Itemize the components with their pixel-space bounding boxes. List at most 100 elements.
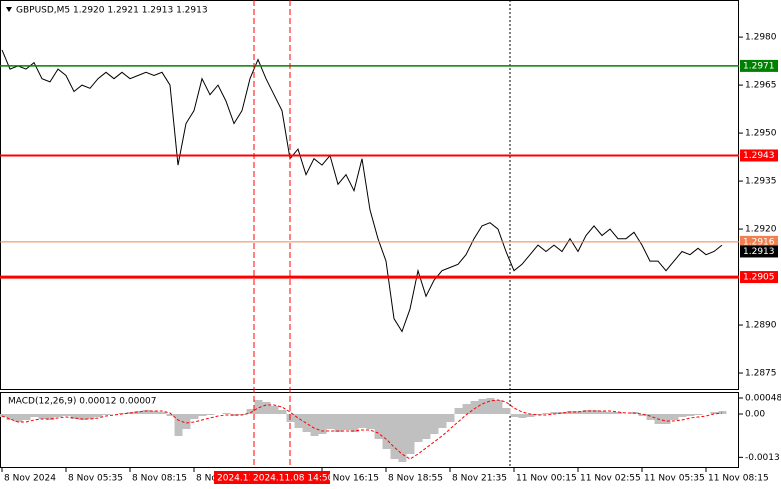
macd-bar: [350, 414, 359, 432]
macd-bar: [646, 414, 655, 420]
price-line: [1, 49, 723, 333]
signal-line: [1, 399, 723, 460]
macd-bar: [446, 414, 455, 422]
y-tick-label: 0.00: [745, 410, 765, 420]
macd-bar: [670, 414, 679, 420]
y-tick-label: 0.00048: [745, 394, 781, 404]
macd-bar: [318, 414, 327, 434]
level-label-box: [740, 245, 778, 258]
macd-bar: [86, 414, 95, 419]
macd-bar: [70, 414, 79, 419]
macd-bar: [598, 411, 607, 414]
macd-bar: [606, 412, 615, 414]
macd-bar: [414, 414, 423, 442]
macd-bar: [662, 414, 671, 424]
macd-bar: [62, 414, 71, 416]
macd-bar: [390, 414, 399, 459]
y-tick-label: 1.2920: [745, 225, 777, 235]
macd-bar: [94, 414, 103, 417]
macd-bar: [478, 399, 487, 414]
level-label: 1.2971: [743, 61, 775, 71]
y-tick-label: -0.0013: [745, 453, 780, 463]
macd-bar: [0, 414, 7, 417]
macd-bar: [462, 404, 471, 414]
macd-bar: [310, 414, 319, 436]
macd-bar: [366, 414, 375, 429]
level-label-box: [740, 149, 778, 162]
macd-bar: [326, 414, 335, 429]
macd-bar: [54, 414, 63, 417]
macd-bar: [294, 414, 303, 428]
macd-bar: [398, 414, 407, 462]
macd-pane: [0, 392, 739, 468]
y-tick-label: 1.2965: [745, 81, 777, 91]
macd-bar: [574, 411, 583, 414]
macd-bar: [182, 414, 191, 429]
chart-title: GBPUSD,M5 1.2920 1.2921 1.2913 1.2913: [16, 6, 208, 16]
macd-bar: [190, 414, 199, 419]
macd-bar: [174, 414, 183, 436]
macd-bar: [438, 414, 447, 428]
level-label: 1.2905: [743, 273, 775, 283]
macd-bar: [222, 413, 231, 414]
macd-bar: [502, 408, 511, 414]
macd-bar: [342, 414, 351, 430]
level-label: 1.2943: [743, 151, 775, 161]
vertical-line-label: 2024.11.08 14:50: [253, 474, 334, 484]
x-tick-label: 8 Nov 16:15: [324, 474, 379, 484]
symbol-marker: [6, 7, 12, 12]
y-tick-label: 1.2935: [745, 177, 777, 187]
macd-bar: [430, 414, 439, 434]
macd-bar: [134, 411, 143, 414]
macd-bar: [22, 414, 31, 420]
macd-bar: [166, 414, 175, 416]
level-label: 1.2913: [743, 247, 775, 257]
macd-bar: [638, 414, 647, 416]
main-pane: [0, 0, 739, 390]
macd-title: MACD(12,26,9) 0.00012 0.00007: [8, 397, 157, 407]
macd-bar: [590, 410, 599, 414]
macd-bar: [686, 414, 695, 416]
macd-bar: [614, 412, 623, 414]
macd-bar: [486, 398, 495, 414]
macd-bar: [230, 414, 239, 416]
macd-bar: [718, 411, 727, 414]
macd-bar: [542, 413, 551, 414]
vertical-line-label-box: [250, 471, 330, 484]
macd-bar: [510, 414, 519, 417]
macd-bar: [270, 406, 279, 414]
macd-bar: [334, 414, 343, 432]
x-tick-label: 8 Nov 18:55: [388, 474, 443, 484]
macd-bar: [494, 400, 503, 414]
x-tick-label: 8 Nov 2024: [4, 474, 56, 484]
macd-bar: [454, 408, 463, 414]
macd-bar: [246, 409, 255, 414]
macd-bar: [14, 414, 23, 422]
macd-bar: [102, 414, 111, 415]
macd-bar: [550, 412, 559, 414]
level-label-box: [740, 235, 778, 248]
macd-bar: [262, 402, 271, 414]
macd-bar: [406, 414, 415, 454]
y-tick-label: 1.2950: [745, 129, 777, 139]
level-label-box: [740, 271, 778, 284]
macd-bar: [518, 414, 527, 418]
macd-bar: [142, 410, 151, 414]
x-tick-label: 11 Nov 05:35: [644, 474, 705, 484]
x-tick-label: 8 Nov 21:35: [452, 474, 507, 484]
macd-bar: [38, 414, 47, 419]
macd-bar: [526, 414, 535, 417]
macd-bar: [422, 414, 431, 439]
macd-bar: [374, 414, 383, 439]
y-tick-label: 1.2875: [745, 369, 777, 379]
level-label: 1.2916: [743, 237, 775, 247]
macd-bar: [30, 414, 39, 417]
x-tick-label: 11 Nov 00:15: [516, 474, 577, 484]
y-tick-label: 1.2980: [745, 33, 777, 43]
macd-bar: [358, 414, 367, 428]
macd-bar: [150, 411, 159, 414]
level-label-box: [740, 59, 778, 72]
x-tick-label: 11 Nov 08:15: [708, 474, 769, 484]
macd-bar: [158, 412, 167, 414]
macd-bar: [694, 414, 703, 415]
